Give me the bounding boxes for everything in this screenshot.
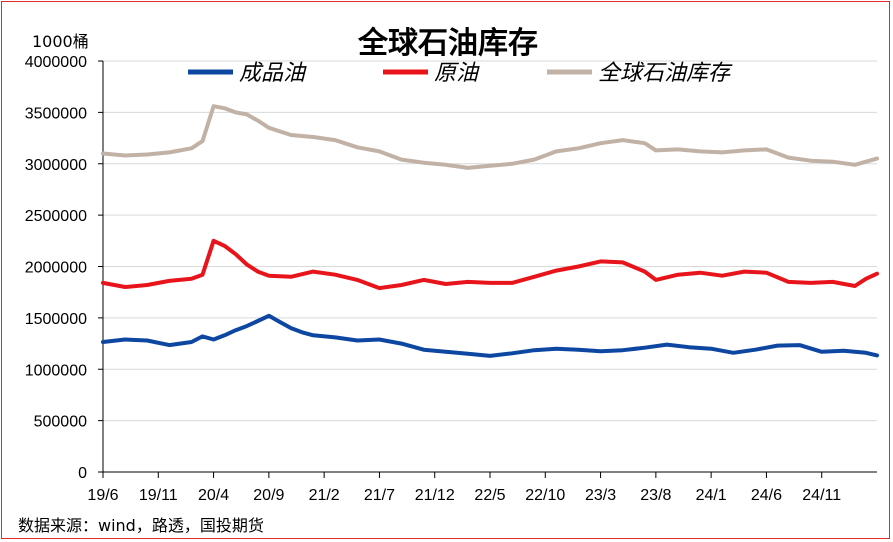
x-tick-label: 20/9 xyxy=(253,487,284,504)
y-axis-unit-label: 1000桶 xyxy=(32,32,89,51)
y-tick-label: 500000 xyxy=(34,414,87,431)
x-tick-label: 20/4 xyxy=(198,487,229,504)
legend-label-crude: 原油 xyxy=(434,61,480,86)
y-tick-label: 1000000 xyxy=(25,362,87,379)
y-tick-label: 4000000 xyxy=(25,54,87,71)
series-line-total xyxy=(101,104,879,170)
series-group xyxy=(101,104,879,358)
source-note: 数据来源：wind，路透，国投期货 xyxy=(18,516,264,535)
x-tick-label: 19/6 xyxy=(87,487,118,504)
x-tick-label: 21/12 xyxy=(415,487,455,504)
y-tick-label: 2500000 xyxy=(25,208,87,225)
x-tick-label: 21/7 xyxy=(364,487,395,504)
y-axis: 0 500000 1000000 1500000 2000000 2500000 30000… xyxy=(25,54,104,482)
x-tick-label: 19/11 xyxy=(139,487,178,504)
x-tick-label: 21/2 xyxy=(309,487,340,504)
x-tick-label: 22/5 xyxy=(474,487,505,504)
y-tick-label: 3000000 xyxy=(25,157,87,174)
y-tick-label: 0 xyxy=(78,465,87,482)
x-tick-label: 23/8 xyxy=(640,487,671,504)
y-tick-label: 1500000 xyxy=(25,311,87,328)
legend-label-total: 全球石油库存 xyxy=(598,61,733,86)
grid xyxy=(103,60,877,422)
x-tick-label: 23/3 xyxy=(585,487,616,504)
x-tick-label: 24/6 xyxy=(751,487,782,504)
series-line-crude xyxy=(101,238,879,291)
x-axis: 19/6 19/11 20/4 20/9 21/2 21/7 21/12 22/5 22/10 2… xyxy=(87,471,877,504)
series-line-products xyxy=(101,313,879,358)
legend-label-products: 成品油 xyxy=(239,61,307,86)
x-tick-label: 24/11 xyxy=(802,487,841,504)
chart-title: 全球石油库存 xyxy=(357,26,538,61)
y-tick-label: 2000000 xyxy=(25,260,87,277)
x-tick-label: 22/10 xyxy=(525,487,565,504)
y-tick-label: 3500000 xyxy=(25,105,87,122)
legend: 成品油 原油 全球石油库存 xyxy=(188,61,733,86)
x-tick-label: 24/1 xyxy=(696,487,727,504)
